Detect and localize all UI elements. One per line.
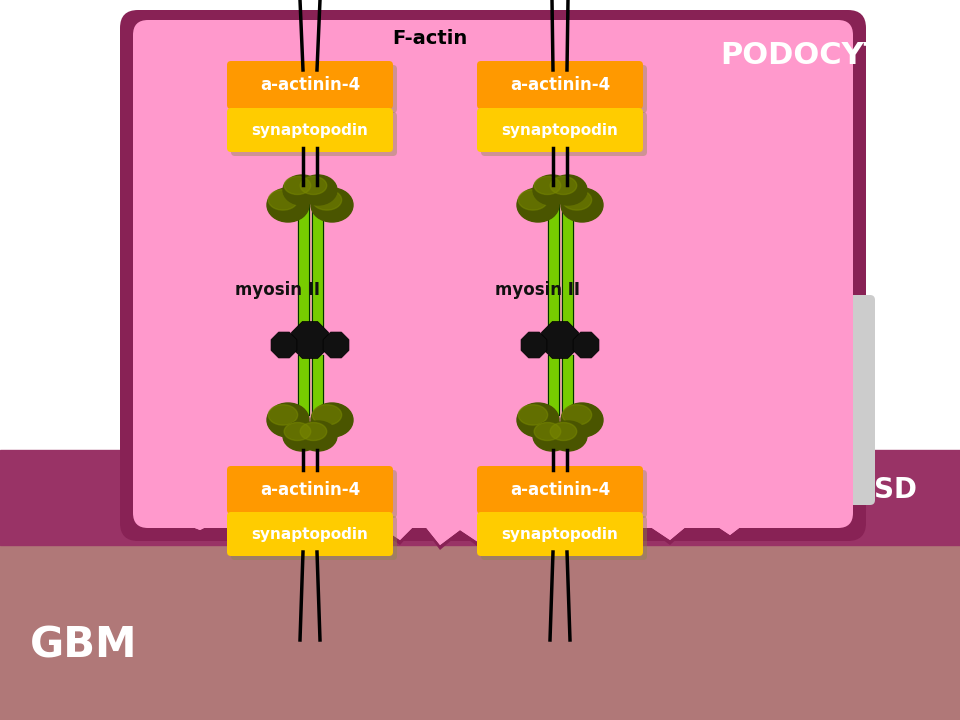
Ellipse shape [561, 188, 603, 222]
FancyBboxPatch shape [477, 512, 643, 556]
FancyBboxPatch shape [231, 470, 397, 518]
Polygon shape [521, 332, 547, 358]
Text: synaptopodin: synaptopodin [501, 122, 618, 138]
FancyBboxPatch shape [481, 65, 647, 113]
Ellipse shape [561, 403, 603, 437]
Text: PODOCYTE: PODOCYTE [720, 40, 905, 70]
Ellipse shape [299, 421, 337, 451]
Ellipse shape [534, 176, 561, 194]
FancyBboxPatch shape [227, 61, 393, 109]
Bar [547, 355, 559, 415]
FancyBboxPatch shape [481, 112, 647, 156]
FancyBboxPatch shape [227, 108, 393, 152]
FancyBboxPatch shape [477, 61, 643, 109]
Bar [0, 0, 960, 330]
Text: a-actinin-4: a-actinin-4 [510, 76, 611, 94]
Bar [547, 200, 559, 340]
Ellipse shape [550, 423, 577, 441]
Polygon shape [573, 332, 599, 358]
Text: myosin II: myosin II [495, 281, 580, 299]
Polygon shape [271, 332, 297, 358]
Ellipse shape [300, 176, 326, 194]
Ellipse shape [517, 188, 559, 222]
FancyBboxPatch shape [133, 20, 853, 528]
Ellipse shape [284, 423, 311, 441]
Bar [0, 540, 960, 720]
Text: F-actin: F-actin [393, 29, 468, 48]
Text: a-actinin-4: a-actinin-4 [260, 481, 360, 499]
Ellipse shape [311, 188, 353, 222]
Ellipse shape [534, 423, 561, 441]
FancyBboxPatch shape [481, 516, 647, 560]
Text: synaptopodin: synaptopodin [501, 526, 618, 541]
Text: synaptopodin: synaptopodin [252, 122, 369, 138]
FancyBboxPatch shape [231, 516, 397, 560]
Ellipse shape [563, 405, 591, 425]
Polygon shape [148, 35, 838, 550]
Ellipse shape [284, 176, 311, 194]
Ellipse shape [312, 189, 342, 210]
Bar [562, 200, 572, 340]
Text: a-actinin-4: a-actinin-4 [510, 481, 611, 499]
FancyBboxPatch shape [227, 512, 393, 556]
Ellipse shape [533, 175, 571, 205]
Text: synaptopodin: synaptopodin [252, 526, 369, 541]
Text: a-actinin-4: a-actinin-4 [260, 76, 360, 94]
Ellipse shape [267, 403, 309, 437]
FancyBboxPatch shape [231, 65, 397, 113]
Bar [311, 355, 323, 415]
Ellipse shape [563, 189, 591, 210]
Ellipse shape [312, 405, 342, 425]
Ellipse shape [311, 403, 353, 437]
Text: SD: SD [874, 476, 917, 504]
FancyBboxPatch shape [477, 466, 643, 514]
Ellipse shape [550, 176, 577, 194]
Bar [0, 450, 960, 545]
Ellipse shape [517, 403, 559, 437]
Polygon shape [148, 35, 838, 550]
Ellipse shape [549, 421, 587, 451]
Ellipse shape [533, 421, 571, 451]
Ellipse shape [518, 189, 547, 210]
Ellipse shape [283, 421, 321, 451]
Ellipse shape [268, 405, 298, 425]
Bar [298, 355, 308, 415]
FancyBboxPatch shape [227, 466, 393, 514]
Text: GBM: GBM [30, 624, 137, 666]
Ellipse shape [299, 175, 337, 205]
FancyBboxPatch shape [231, 112, 397, 156]
Ellipse shape [549, 175, 587, 205]
Ellipse shape [268, 189, 298, 210]
Polygon shape [292, 322, 328, 359]
Bar [311, 200, 323, 340]
Bar [562, 355, 572, 415]
FancyBboxPatch shape [481, 470, 647, 518]
Text: myosin II: myosin II [235, 281, 320, 299]
Ellipse shape [283, 175, 321, 205]
Ellipse shape [267, 188, 309, 222]
FancyBboxPatch shape [477, 108, 643, 152]
Polygon shape [138, 28, 848, 556]
Ellipse shape [300, 423, 326, 441]
FancyBboxPatch shape [835, 295, 875, 505]
Polygon shape [324, 332, 348, 358]
FancyBboxPatch shape [120, 10, 866, 541]
Ellipse shape [518, 405, 547, 425]
Bar [298, 200, 308, 340]
Polygon shape [541, 322, 579, 359]
